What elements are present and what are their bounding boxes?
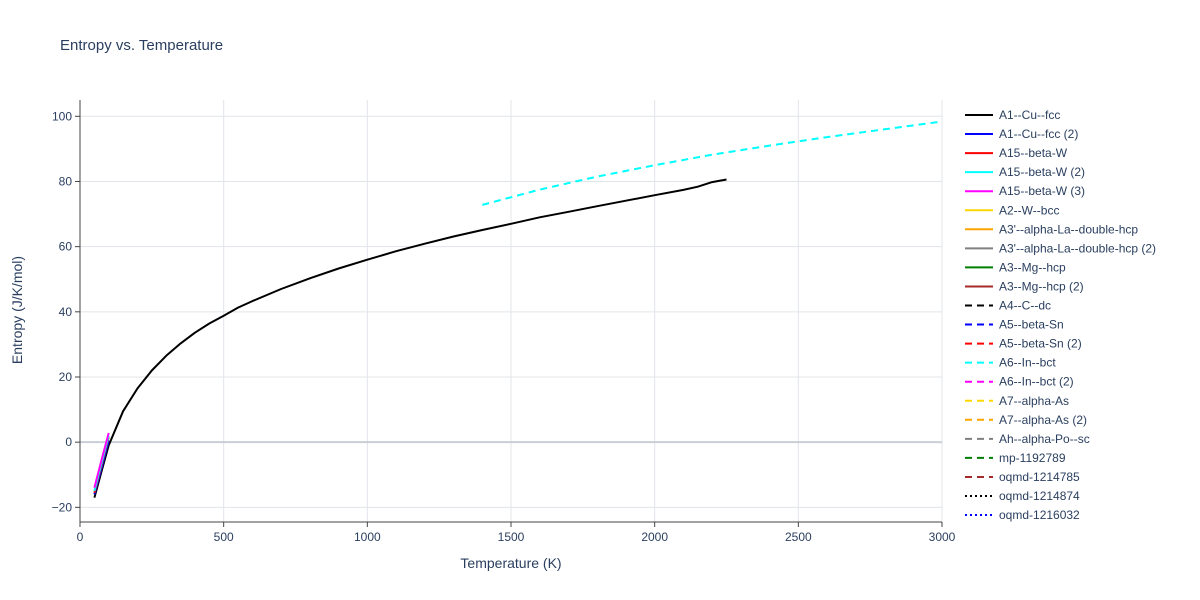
x-tick-label-0: 0 [77, 530, 84, 544]
x-tick-label-4: 2000 [641, 530, 668, 544]
legend-label-0: A1--Cu--fcc [999, 108, 1060, 122]
legend-label-12: A5--beta-Sn (2) [999, 337, 1082, 351]
legend-label-9: A3--Mg--hcp (2) [999, 279, 1084, 293]
y-tick-label-5: 80 [59, 174, 73, 188]
legend-label-1: A1--Cu--fcc (2) [999, 127, 1078, 141]
x-tick-label-1: 500 [214, 530, 234, 544]
x-axis-title: Temperature (K) [460, 555, 561, 571]
series-line-0 [93, 178, 727, 498]
legend-label-14: A6--In--bct (2) [999, 375, 1074, 389]
grid-lines [80, 100, 943, 522]
legend-label-10: A4--C--dc [999, 299, 1051, 313]
legend-label-16: A7--alpha-As (2) [999, 413, 1087, 427]
y-axis-ticks: −20 0 20 40 60 80 100 [52, 109, 80, 514]
y-tick-label-1: 0 [65, 435, 72, 449]
legend-label-7: A3'--alpha-La--double-hcp (2) [999, 241, 1156, 255]
legend-label-15: A7--alpha-As [999, 394, 1069, 408]
x-axis-ticks: 0 500 1000 1500 2000 2500 3000 [77, 522, 956, 544]
y-tick-label-2: 20 [59, 370, 73, 384]
legend-label-17: Ah--alpha-Po--sc [999, 432, 1090, 446]
plot-lines [93, 120, 943, 498]
legend-label-21: oqmd-1216032 [999, 508, 1080, 522]
x-tick-label-5: 2500 [785, 530, 812, 544]
legend-label-6: A3'--alpha-La--double-hcp [999, 222, 1138, 236]
legend-label-18: mp-1192789 [999, 451, 1066, 465]
legend-label-4: A15--beta-W (3) [999, 184, 1085, 198]
legend-label-2: A15--beta-W [999, 146, 1068, 160]
y-axis-title: Entropy (J/K/mol) [9, 256, 25, 364]
legend: A1--Cu--fcc A1--Cu--fcc (2) A15--beta-W A15… [965, 108, 1156, 522]
legend-label-3: A15--beta-W (2) [999, 165, 1085, 179]
series-line-13 [482, 120, 943, 206]
legend-label-11: A5--beta-Sn [999, 318, 1064, 332]
x-tick-label-6: 3000 [929, 530, 956, 544]
y-tick-label-0: −20 [52, 500, 73, 514]
legend-label-13: A6--In--bct [999, 356, 1056, 370]
legend-label-5: A2--W--bcc [999, 203, 1059, 217]
legend-label-19: oqmd-1214785 [999, 470, 1080, 484]
legend-label-20: oqmd-1214874 [999, 489, 1080, 503]
x-tick-label-3: 1500 [498, 530, 525, 544]
chart-title: Entropy vs. Temperature [60, 37, 223, 54]
y-tick-label-4: 60 [59, 240, 73, 254]
legend-label-8: A3--Mg--hcp [999, 260, 1066, 274]
x-tick-label-2: 1000 [354, 530, 381, 544]
y-tick-label-6: 100 [52, 109, 72, 123]
y-tick-label-3: 40 [59, 305, 73, 319]
series-line-4 [93, 432, 110, 489]
